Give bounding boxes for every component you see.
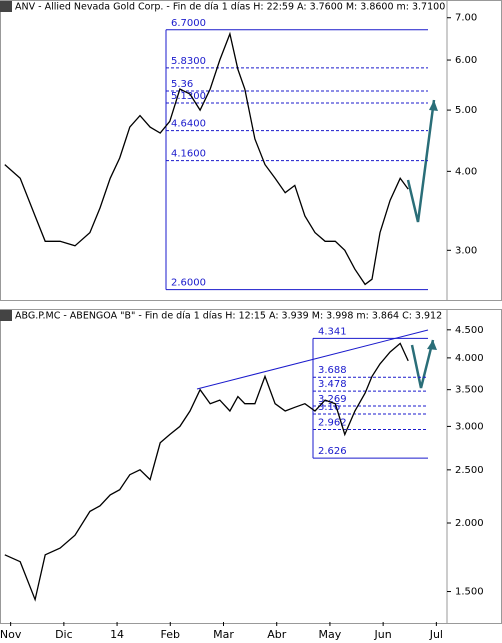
arrow-head	[427, 340, 437, 350]
y-tick-label: 3.000	[455, 421, 484, 432]
x-tick-label: Jul	[429, 628, 443, 641]
fib-label: 3.478	[318, 379, 347, 390]
panel-icon	[0, 1, 12, 12]
price-line	[4, 31, 409, 286]
fib-label: 3.269	[318, 394, 347, 405]
panel-title: ANV - Allied Nevada Gold Corp. - Fin de …	[15, 2, 445, 13]
price-line	[4, 342, 409, 602]
panel-title: ABG.P.MC - ABENGOA "B" - Fin de día 1 dí…	[15, 311, 442, 322]
fib-label: 2.626	[318, 446, 347, 457]
y-tick-label: 7.00	[455, 13, 477, 24]
y-tick-label: 2.000	[455, 518, 484, 529]
panel-top	[0, 0, 502, 301]
y-tick-label: 3.00	[455, 245, 477, 256]
x-tick-label: Abr	[267, 628, 287, 641]
x-tick-label: Mar	[213, 628, 234, 641]
arrow-head	[429, 100, 438, 111]
panel-icon	[0, 310, 12, 321]
fib-label: 4.341	[318, 326, 347, 337]
y-tick-label: 4.500	[455, 325, 484, 336]
panel-bottom	[0, 309, 502, 624]
x-tick-label: Dic	[55, 628, 73, 641]
fib-label: 5.8300	[171, 56, 206, 67]
y-tick-label: 2.500	[455, 465, 484, 476]
fib-label: 4.1600	[171, 149, 206, 160]
y-tick-label: 4.000	[455, 353, 484, 364]
y-tick-label: 1.500	[455, 587, 484, 598]
projection-arrow	[410, 339, 435, 389]
fib-label: 3.688	[318, 365, 347, 376]
x-tick-label: Jun	[374, 628, 392, 641]
y-tick-label: 4.00	[455, 166, 477, 177]
fib-label: 3.16	[318, 402, 340, 413]
x-tick-label: 14	[110, 628, 124, 641]
fib-label: 5.1300	[171, 91, 206, 102]
fib-label: 2.6000	[171, 278, 206, 289]
y-tick-label: 3.500	[455, 385, 484, 396]
x-tick-label: May	[319, 628, 342, 641]
fib-label: 4.6400	[171, 119, 206, 130]
fib-label: 6.7000	[171, 18, 206, 29]
y-tick-label: 6.00	[455, 55, 477, 66]
fib-label: 2.962	[318, 417, 347, 428]
fib-label: 5.36	[171, 79, 193, 90]
x-tick-label: Nov	[0, 628, 22, 641]
x-tick-label: Feb	[161, 628, 180, 641]
y-tick-label: 5.00	[455, 105, 477, 116]
projection-arrow	[406, 99, 436, 223]
